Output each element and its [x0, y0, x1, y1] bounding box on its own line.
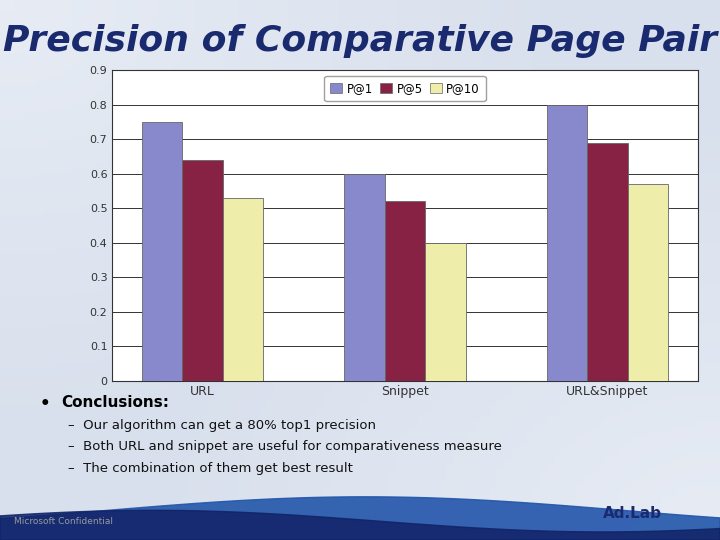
- Bar: [344, 174, 384, 381]
- Text: –  The combination of them get best result: – The combination of them get best resul…: [68, 462, 354, 475]
- Bar: [182, 160, 223, 381]
- Bar: [223, 198, 264, 381]
- Text: –  Our algorithm can get a 80% top1 precision: – Our algorithm can get a 80% top1 preci…: [68, 418, 377, 431]
- Text: Precision of Comparative Page Pair: Precision of Comparative Page Pair: [3, 24, 717, 58]
- Legend: P@1, P@5, P@10: P@1, P@5, P@10: [324, 76, 486, 101]
- Text: Conclusions:: Conclusions:: [61, 395, 169, 410]
- Bar: [587, 143, 628, 381]
- Bar: [426, 242, 466, 381]
- Text: Ad.Lab: Ad.Lab: [603, 506, 662, 521]
- Bar: [142, 122, 182, 381]
- Text: –  Both URL and snippet are useful for comparativeness measure: – Both URL and snippet are useful for co…: [68, 440, 503, 453]
- Bar: [546, 105, 587, 381]
- Bar: [628, 184, 668, 381]
- Text: •: •: [40, 395, 50, 413]
- Text: Microsoft Confidential: Microsoft Confidential: [14, 517, 114, 526]
- Bar: [384, 201, 426, 381]
